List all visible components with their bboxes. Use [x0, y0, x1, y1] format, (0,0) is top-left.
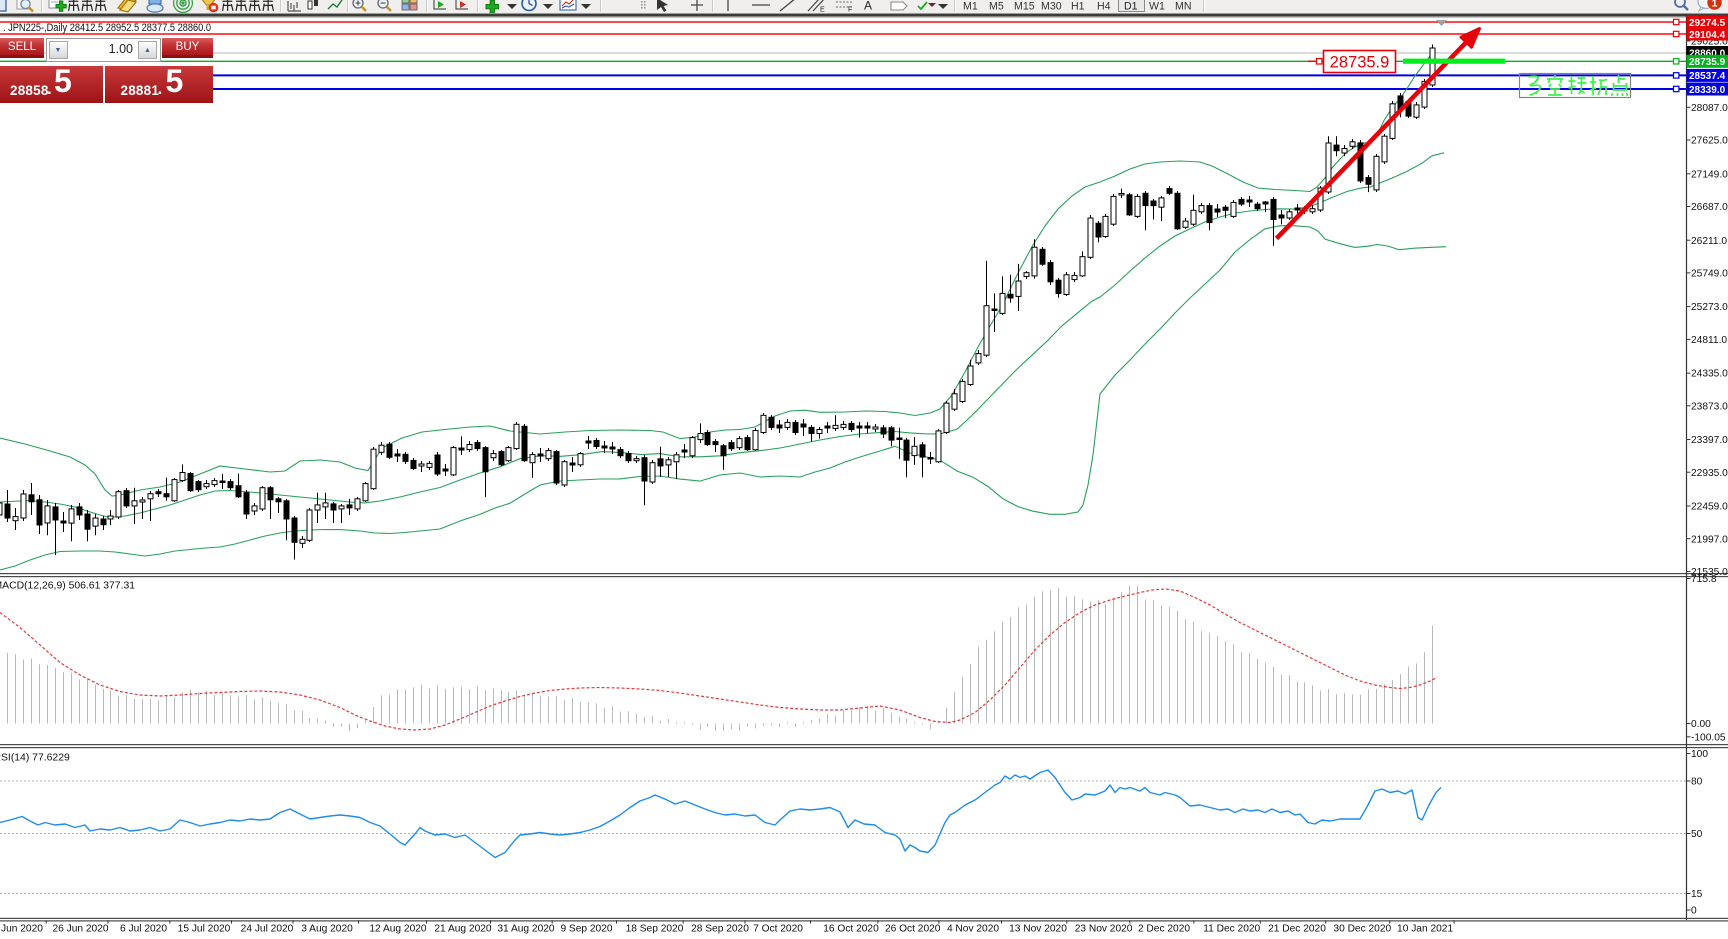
- svg-text:M5: M5: [989, 1, 1004, 13]
- svg-text:7 Oct 2020: 7 Oct 2020: [753, 924, 803, 935]
- svg-text:26211.0: 26211.0: [1691, 236, 1727, 247]
- svg-text:28860.0: 28860.0: [1689, 48, 1726, 59]
- svg-text:24335.0: 24335.0: [1691, 369, 1728, 380]
- svg-text:23873.0: 23873.0: [1691, 401, 1728, 412]
- svg-text:13 Nov 2020: 13 Nov 2020: [1009, 924, 1067, 935]
- svg-text:22935.0: 22935.0: [1691, 468, 1728, 479]
- svg-text:4 Nov 2020: 4 Nov 2020: [947, 924, 999, 935]
- svg-text:16 Oct 2020: 16 Oct 2020: [823, 924, 879, 935]
- svg-text:26 Oct 2020: 26 Oct 2020: [885, 924, 941, 935]
- svg-text:0.00: 0.00: [1691, 719, 1711, 730]
- svg-text:24811.0: 24811.0: [1691, 335, 1727, 346]
- svg-text:W1: W1: [1149, 1, 1165, 13]
- svg-text:-100.05: -100.05: [1691, 732, 1726, 743]
- svg-text:28537.4: 28537.4: [1689, 71, 1726, 82]
- svg-text:Jun 2020: Jun 2020: [1, 924, 43, 935]
- svg-text:15: 15: [1691, 889, 1703, 900]
- svg-text:28735.9: 28735.9: [1330, 54, 1390, 72]
- svg-text:MACD(12,26,9) 506.61 377.31: MACD(12,26,9) 506.61 377.31: [0, 581, 135, 592]
- svg-text:50: 50: [1691, 829, 1703, 840]
- svg-text:15 Jul 2020: 15 Jul 2020: [178, 924, 231, 935]
- svg-text:715.8: 715.8: [1691, 574, 1717, 585]
- svg-text:. JPN225-,Daily 28412.5 28952: . JPN225-,Daily 28412.5 28952.5 28377.5 …: [3, 22, 211, 34]
- svg-text:M30: M30: [1041, 1, 1062, 13]
- svg-text:80: 80: [1691, 777, 1703, 788]
- svg-text:A: A: [864, 0, 872, 13]
- svg-text:100: 100: [1691, 749, 1708, 760]
- svg-text:RSI(14) 77.6229: RSI(14) 77.6229: [0, 753, 70, 764]
- svg-text:9 Sep 2020: 9 Sep 2020: [560, 924, 612, 935]
- svg-text:30 Dec 2020: 30 Dec 2020: [1333, 924, 1391, 935]
- svg-text:E: E: [820, 7, 825, 14]
- svg-text:M15: M15: [1014, 1, 1035, 13]
- svg-text:27625.0: 27625.0: [1691, 136, 1728, 147]
- svg-text:23 Nov 2020: 23 Nov 2020: [1075, 924, 1133, 935]
- svg-text:10 Jan 2021: 10 Jan 2021: [1397, 924, 1453, 935]
- svg-text:1: 1: [1712, 0, 1718, 10]
- svg-text:29104.4: 29104.4: [1689, 30, 1726, 41]
- svg-text:21997.0: 21997.0: [1691, 534, 1728, 545]
- svg-text:M1: M1: [963, 1, 978, 13]
- svg-text:24 Jul 2020: 24 Jul 2020: [241, 924, 294, 935]
- svg-text:21 Dec 2020: 21 Dec 2020: [1268, 924, 1326, 935]
- svg-text:18 Sep 2020: 18 Sep 2020: [626, 924, 684, 935]
- svg-text:22459.0: 22459.0: [1691, 502, 1728, 513]
- svg-text:28 Sep 2020: 28 Sep 2020: [691, 924, 749, 935]
- svg-text:3 Aug 2020: 3 Aug 2020: [301, 924, 353, 935]
- svg-text:H4: H4: [1097, 1, 1111, 13]
- svg-text:26687.0: 26687.0: [1691, 202, 1728, 213]
- svg-text:27149.0: 27149.0: [1691, 169, 1728, 180]
- svg-text:11 Dec 2020: 11 Dec 2020: [1203, 924, 1260, 935]
- svg-text:23397.0: 23397.0: [1691, 435, 1728, 446]
- svg-text:28087.0: 28087.0: [1691, 103, 1728, 114]
- svg-text:21535.0: 21535.0: [1691, 567, 1728, 578]
- svg-text:28735.9: 28735.9: [1689, 57, 1726, 68]
- svg-text:H1: H1: [1071, 1, 1085, 13]
- svg-text:26 Jun 2020: 26 Jun 2020: [52, 924, 108, 935]
- svg-text:25273.0: 25273.0: [1691, 302, 1728, 313]
- svg-text:MN: MN: [1175, 1, 1191, 13]
- svg-text:25749.0: 25749.0: [1691, 269, 1728, 280]
- svg-text:0: 0: [1691, 906, 1697, 917]
- svg-text:2 Dec 2020: 2 Dec 2020: [1138, 924, 1190, 935]
- svg-text:6 Jul 2020: 6 Jul 2020: [120, 924, 167, 935]
- svg-text:29025.0: 29025.0: [1691, 37, 1728, 48]
- svg-text:12 Aug 2020: 12 Aug 2020: [369, 924, 427, 935]
- svg-text:29274.5: 29274.5: [1689, 18, 1726, 29]
- svg-text:28339.0: 28339.0: [1689, 85, 1726, 96]
- svg-text:D1: D1: [1124, 1, 1138, 13]
- svg-text:31 Aug 2020: 31 Aug 2020: [497, 924, 555, 935]
- svg-text:21 Aug 2020: 21 Aug 2020: [434, 924, 492, 935]
- svg-text:F: F: [848, 7, 852, 14]
